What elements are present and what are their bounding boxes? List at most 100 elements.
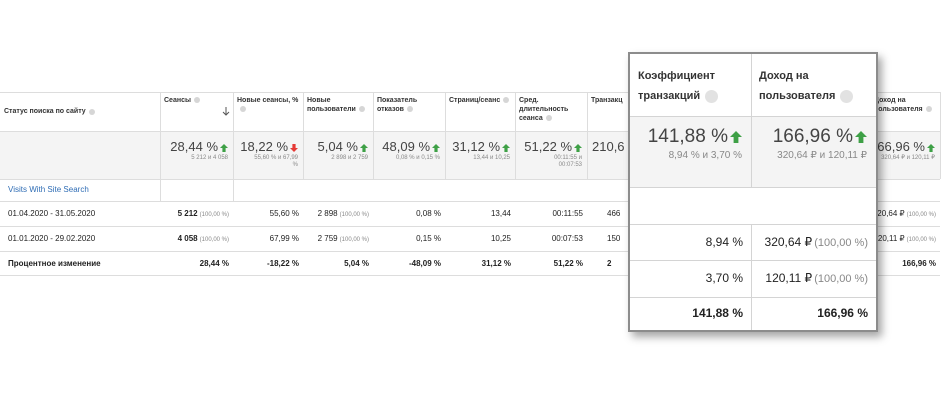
col-line bbox=[303, 92, 304, 179]
summary-cell: 166,96 % 320,64 ₽ и 120,11 ₽ bbox=[751, 116, 876, 187]
cell-value: 13,44 bbox=[490, 209, 511, 218]
header-text: Показатель отказов bbox=[377, 97, 418, 113]
cell-value: 67,99 % bbox=[269, 234, 299, 243]
trend-arrow bbox=[502, 143, 510, 152]
summary-cell: 28,44 % 5 212 и 4 058 bbox=[160, 131, 233, 179]
cell-value: 55,60 % bbox=[269, 209, 299, 218]
zoom-callout: Коэффициент транзакций Доход на пользоват… bbox=[628, 52, 878, 332]
table-cell: 166,96 % bbox=[751, 297, 876, 330]
help-icon bbox=[358, 106, 365, 113]
table-cell: 55,60 % bbox=[233, 201, 303, 226]
summary-cell: 166,96 % 320,64 ₽ и 120,11 ₽ bbox=[860, 131, 940, 179]
summary-sub: 55,60 % и 67,99 % bbox=[254, 155, 298, 168]
cell-value: 3,70 % bbox=[705, 271, 743, 285]
trend-arrow bbox=[855, 130, 867, 143]
summary-sub: 00:11:55 и 00:07:53 bbox=[554, 155, 582, 168]
summary-value: 210,6 bbox=[592, 139, 625, 154]
summary-cell: 5,04 % 2 898 и 2 759 bbox=[303, 131, 373, 179]
cell-value: 150 bbox=[607, 234, 621, 243]
summary-main: 28,44 % bbox=[162, 139, 228, 154]
trend-arrow bbox=[220, 143, 228, 152]
column-header: Показатель отказов bbox=[373, 92, 445, 131]
table-cell: 2 759 (100,00 %) bbox=[303, 226, 373, 253]
cell-share: (100,00 %) bbox=[814, 273, 868, 285]
cell-value: Процентное изменение bbox=[8, 259, 101, 268]
table-cell: 320,64 ₽ (100,00 %) bbox=[751, 224, 876, 260]
header-text: Доход на пользователя bbox=[874, 97, 923, 113]
help-icon bbox=[503, 97, 510, 104]
summary-value: 5,04 % bbox=[317, 139, 358, 154]
table-cell: 01.04.2020 - 31.05.2020 bbox=[0, 201, 160, 226]
cell-value: 31,12 % bbox=[481, 259, 511, 268]
summary-main: 5,04 % bbox=[305, 139, 368, 154]
cell-value: 141,88 % bbox=[692, 306, 743, 320]
column-header: Сред. длительность сеанса bbox=[515, 92, 587, 131]
summary-sub: 13,44 и 10,25 bbox=[473, 155, 510, 161]
table-cell: 5,04 % bbox=[303, 251, 373, 276]
table-cell: 120,11 ₽ (100,00 %) bbox=[751, 260, 876, 297]
table-cell: 01.01.2020 - 29.02.2020 bbox=[0, 226, 160, 251]
help-icon bbox=[545, 115, 552, 122]
header-text: Сред. длительность сеанса bbox=[519, 97, 569, 122]
col-line bbox=[160, 179, 161, 201]
col-line bbox=[515, 92, 516, 179]
cell-share: (100,00 %) bbox=[814, 237, 868, 249]
col-line bbox=[160, 92, 161, 179]
header-text: Статус поиска по сайту bbox=[4, 108, 86, 115]
cell-value: 0,15 % bbox=[416, 234, 441, 243]
table-cell: 8,94 % bbox=[630, 224, 751, 260]
summary-value: 18,22 % bbox=[240, 139, 288, 154]
summary-sub: 8,94 % и 3,70 % bbox=[668, 150, 742, 161]
help-icon bbox=[240, 106, 246, 113]
cell-value: -48,09 % bbox=[408, 259, 441, 268]
column-header: Страниц/сеанс bbox=[445, 92, 515, 131]
trend-arrow bbox=[432, 143, 440, 152]
help-icon bbox=[705, 89, 719, 103]
col-line bbox=[233, 179, 234, 201]
table-cell: 0,15 % bbox=[373, 226, 445, 251]
row-line bbox=[0, 92, 940, 93]
summary-cell: 51,22 % 00:11:55 и 00:07:53 bbox=[515, 131, 587, 179]
cell-value: -18,22 % bbox=[266, 259, 299, 268]
table-cell: 51,22 % bbox=[515, 251, 587, 276]
table-cell: 13,44 bbox=[445, 201, 515, 226]
sort-icon[interactable] bbox=[222, 107, 230, 116]
summary-value: 51,22 % bbox=[524, 139, 572, 154]
header-text: Сеансы bbox=[164, 97, 191, 104]
row-line bbox=[0, 179, 940, 180]
help-icon bbox=[840, 89, 854, 103]
col-line bbox=[751, 224, 752, 330]
cell-value: 2 759 bbox=[317, 234, 338, 243]
table-cell: 150 bbox=[587, 226, 660, 251]
row-line bbox=[0, 226, 940, 227]
summary-main: 18,22 % bbox=[235, 139, 298, 154]
summary-main: 166,96 % bbox=[862, 139, 935, 154]
summary-value: 141,88 % bbox=[647, 126, 728, 147]
cell-share: (100,00 %) bbox=[339, 237, 369, 243]
cell-share: (100,00 %) bbox=[199, 212, 229, 218]
help-icon bbox=[88, 108, 95, 115]
cell-value: 0,08 % bbox=[416, 209, 441, 218]
cell-value: 01.01.2020 - 29.02.2020 bbox=[8, 234, 96, 243]
table-cell: 320,64 ₽ (100,00 %) bbox=[860, 201, 940, 228]
summary-cell: 18,22 % 55,60 % и 67,99 % bbox=[233, 131, 303, 179]
cell-value: 5 212 bbox=[177, 209, 198, 218]
cell-value: 166,96 % bbox=[902, 259, 936, 268]
table-cell: 00:07:53 bbox=[515, 226, 587, 251]
table-cell: Процентное изменение bbox=[0, 251, 160, 276]
summary-sub: 0,08 % и 0,15 % bbox=[395, 155, 440, 161]
table-cell: 141,88 % bbox=[630, 297, 751, 330]
table-cell: 2 898 (100,00 %) bbox=[303, 201, 373, 228]
table-cell: 3,70 % bbox=[630, 260, 751, 297]
col-line bbox=[373, 92, 374, 179]
table-cell: 31,12 % bbox=[445, 251, 515, 276]
cell-value: 120,11 ₽ bbox=[873, 234, 905, 243]
summary-sub: 320,64 ₽ и 120,11 ₽ bbox=[777, 150, 867, 161]
cell-value: 2 898 bbox=[317, 209, 338, 218]
cell-share: (100,00 %) bbox=[339, 212, 369, 218]
row-line bbox=[0, 131, 940, 132]
table-cell: 28,44 % bbox=[160, 251, 233, 276]
summary-main: 166,96 % bbox=[755, 126, 867, 148]
summary-sub: 5 212 и 4 058 bbox=[191, 155, 228, 161]
cell-share: (100,00 %) bbox=[199, 237, 229, 243]
